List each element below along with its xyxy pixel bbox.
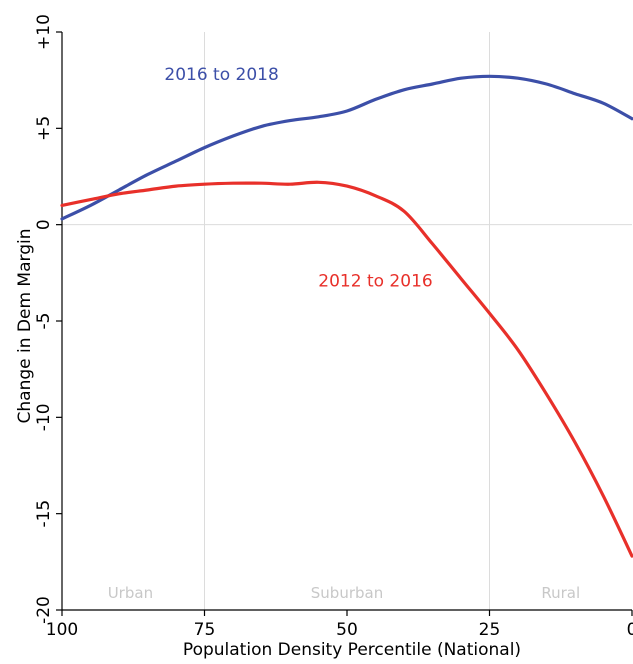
series-label-2016-to-2018: 2016 to 2018 [164,65,278,85]
series-lines [60,74,633,558]
axes [56,31,633,616]
y-tick-label-6: -20 [34,596,54,624]
x-tick-label-4: 0 [627,620,633,640]
gridlines [62,32,632,610]
y-tick-label-2: 0 [34,219,54,230]
y-tick-label-1: +5 [34,116,54,141]
series-labels: 2016 to 2018 2012 to 2016 [164,65,432,291]
region-label-suburban: Suburban [311,584,383,602]
x-tick-label-1: 75 [194,620,216,640]
y-axis-title: Change in Dem Margin [15,229,35,424]
y-tick-label-0: +10 [34,14,54,50]
region-label-rural: Rural [541,584,580,602]
series-line-2016-to-2018 [60,74,633,221]
x-tick-label-3: 25 [479,620,501,640]
y-tick-label-5: -15 [34,500,54,528]
x-tick-label-0: 100 [46,620,78,640]
y-tick-label-3: -5 [34,313,54,330]
tick-labels: 100 75 50 25 0 +10 +5 0 -5 -10 -15 -20 [34,14,633,640]
region-labels: Urban Suburban Rural [108,584,580,602]
x-axis-title: Population Density Percentile (National) [183,640,521,660]
region-label-urban: Urban [108,584,153,602]
y-tick-label-4: -10 [34,403,54,431]
series-label-2012-to-2016: 2012 to 2016 [318,271,432,291]
x-tick-label-2: 50 [336,620,358,640]
series-line-2012-to-2016 [60,180,633,558]
